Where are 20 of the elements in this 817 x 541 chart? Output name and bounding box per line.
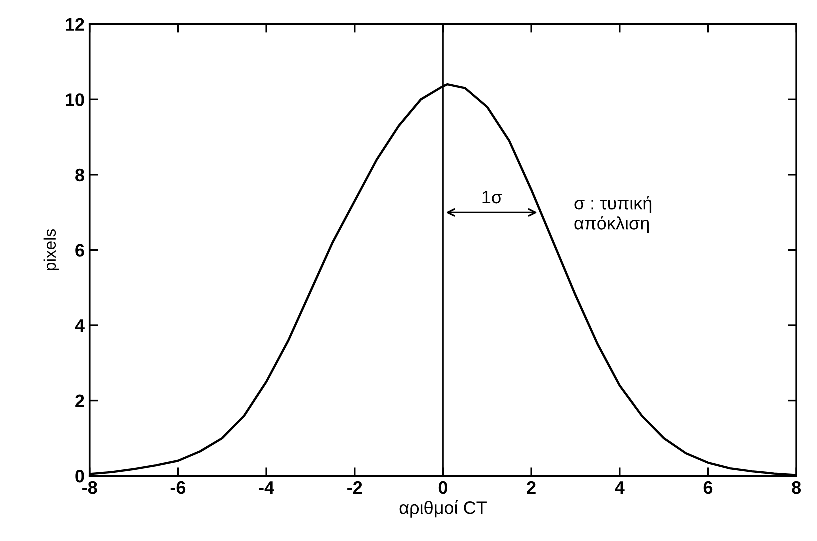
y-tick-label: 0 xyxy=(76,470,84,483)
y-tick-label: 4 xyxy=(75,320,85,332)
annotation: 1σ xyxy=(482,191,502,204)
x-tick-label: 4 xyxy=(615,482,625,494)
y-tick-label: 2 xyxy=(76,394,84,408)
x-tick-label: 2 xyxy=(527,481,536,494)
x-axis-title: αριθμοί CT xyxy=(400,500,487,518)
y-axis-title: pixels xyxy=(44,230,60,270)
y-tick-label: 8 xyxy=(76,168,84,182)
x-tick-label: -6 xyxy=(170,481,186,494)
x-tick-label: -2 xyxy=(348,481,362,494)
x-tick-label: 6 xyxy=(704,481,713,494)
x-tick-label: 8 xyxy=(792,481,802,494)
y-tick-label: 6 xyxy=(76,244,84,257)
x-tick-label: 0 xyxy=(438,481,448,494)
x-tick-label: -8 xyxy=(82,481,98,494)
x-tick-label: -4 xyxy=(259,482,274,494)
y-tick-label: 10 xyxy=(66,94,84,106)
y-tick-label: 12 xyxy=(66,18,84,31)
annotation: σ : τυπική απόκλιση xyxy=(574,196,652,234)
